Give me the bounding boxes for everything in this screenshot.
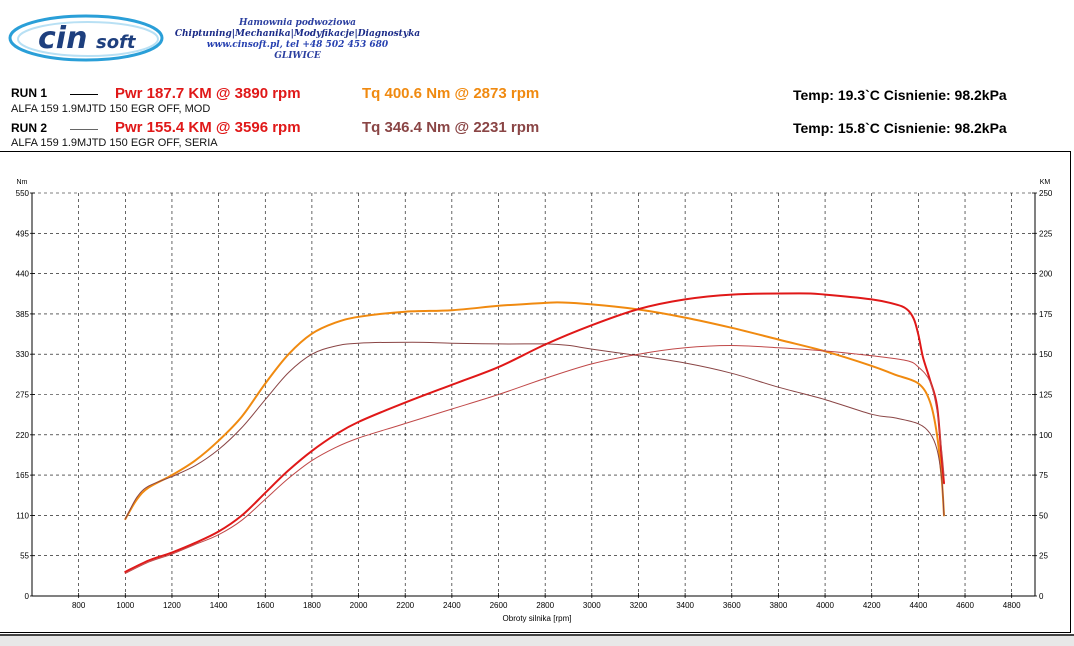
company-contact: www.cinsoft.pl, tel +48 502 453 680: [206, 40, 389, 50]
x-tick-label: 4400: [909, 601, 927, 610]
y-right-tick-label: 250: [1039, 189, 1053, 198]
y-right-tick-label: 50: [1039, 511, 1048, 520]
y-left-tick-label: 275: [16, 391, 30, 400]
y-left-tick-label: 55: [20, 552, 29, 561]
run2-conditions: Temp: 15.8`C Cisnienie: 98.2kPa: [793, 120, 1007, 136]
y-left-tick-label: 385: [16, 310, 30, 319]
y-left-tick-label: 165: [16, 471, 30, 480]
x-axis-label: Obroty silnika [rpm]: [503, 614, 572, 623]
x-tick-label: 4800: [1003, 601, 1021, 610]
series-line-run-2-pwr: [124, 345, 945, 574]
y-left-tick-label: 550: [16, 189, 30, 198]
run2-torque: Tq 346.4 Nm @ 2231 rpm: [362, 119, 540, 136]
y-right-tick-label: 175: [1039, 310, 1053, 319]
x-tick-label: 2600: [490, 601, 508, 610]
x-tick-label: 3000: [583, 601, 601, 610]
chart-frame: [0, 151, 1071, 633]
y-right-tick-label: 100: [1039, 431, 1053, 440]
run1-conditions: Temp: 19.3`C Cisnienie: 98.2kPa: [793, 87, 1007, 103]
series-line-run-2-tq: [124, 341, 945, 520]
cinsoft-logo: cin soft cinsoft: [8, 10, 178, 66]
axis-layer: 0 55 110 165 220 275 330 385 440 495 550 0 25 50 75 100…: [16, 189, 1053, 610]
bottom-bar: [0, 634, 1074, 646]
y-left-tick-label: 495: [16, 229, 30, 238]
x-tick-label: 3800: [770, 601, 788, 610]
run2-legend-line: [70, 129, 98, 130]
x-tick-label: 1400: [210, 601, 228, 610]
series-layer: [124, 292, 945, 574]
run1-description: ALFA 159 1.9MJTD 150 EGR OFF, MOD: [11, 103, 211, 115]
company-title: Hamownia podwoziowa: [239, 18, 356, 28]
y-right-tick-label: 25: [1039, 552, 1048, 561]
y-axis-left-label: Nm: [17, 179, 28, 186]
series-line-run-1-tq: [124, 301, 945, 521]
x-tick-label: 1000: [116, 601, 134, 610]
run2-description: ALFA 159 1.9MJTD 150 EGR OFF, SERIA: [11, 137, 218, 149]
x-tick-label: 1200: [163, 601, 181, 610]
x-tick-label: 3200: [630, 601, 648, 610]
company-services: Chiptuning|Mechanika|Modyfikacje|Diagnos…: [174, 29, 421, 39]
y-axis-right-label: KM: [1040, 179, 1051, 186]
run1-legend-line: [70, 94, 98, 95]
x-tick-label: 4200: [863, 601, 881, 610]
x-tick-label: 1600: [256, 601, 274, 610]
run2-power: Pwr 155.4 KM @ 3596 rpm: [115, 119, 301, 136]
logo-sub-text: soft: [96, 32, 137, 53]
grid-layer: [32, 192, 1035, 596]
x-tick-label: 2400: [443, 601, 461, 610]
x-tick-label: 4600: [956, 601, 974, 610]
x-tick-label: 3400: [676, 601, 694, 610]
run1-label: RUN 1: [11, 86, 48, 100]
y-left-tick-label: 440: [16, 270, 30, 279]
y-right-tick-label: 125: [1039, 391, 1053, 400]
x-tick-label: 2200: [396, 601, 414, 610]
y-left-tick-label: 330: [16, 350, 30, 359]
x-tick-label: 4000: [816, 601, 834, 610]
logo-main-text: cin: [38, 21, 87, 56]
y-left-tick-label: 220: [16, 431, 30, 440]
y-right-tick-label: 150: [1039, 350, 1053, 359]
y-right-tick-label: 225: [1039, 229, 1053, 238]
run1-torque: Tq 400.6 Nm @ 2873 rpm: [362, 85, 540, 102]
x-tick-label: 2800: [536, 601, 554, 610]
company-city: GLIWICE: [274, 51, 321, 61]
x-tick-label: 1800: [303, 601, 321, 610]
y-right-tick-label: 0: [1039, 592, 1044, 601]
y-left-tick-label: 110: [16, 511, 29, 520]
y-left-tick-label: 0: [25, 592, 30, 601]
run2-label: RUN 2: [11, 121, 48, 135]
series-line-run-1-pwr: [124, 292, 945, 573]
company-info: Hamownia podwoziowa Chiptuning|Mechanika…: [170, 18, 425, 62]
x-tick-label: 2000: [350, 601, 368, 610]
x-tick-label: 3600: [723, 601, 741, 610]
x-tick-label: 800: [72, 601, 86, 610]
run1-power: Pwr 187.7 KM @ 3890 rpm: [115, 85, 301, 102]
y-right-tick-label: 200: [1039, 270, 1053, 279]
y-right-tick-label: 75: [1039, 471, 1048, 480]
logo-graphic: cin soft: [8, 14, 164, 62]
